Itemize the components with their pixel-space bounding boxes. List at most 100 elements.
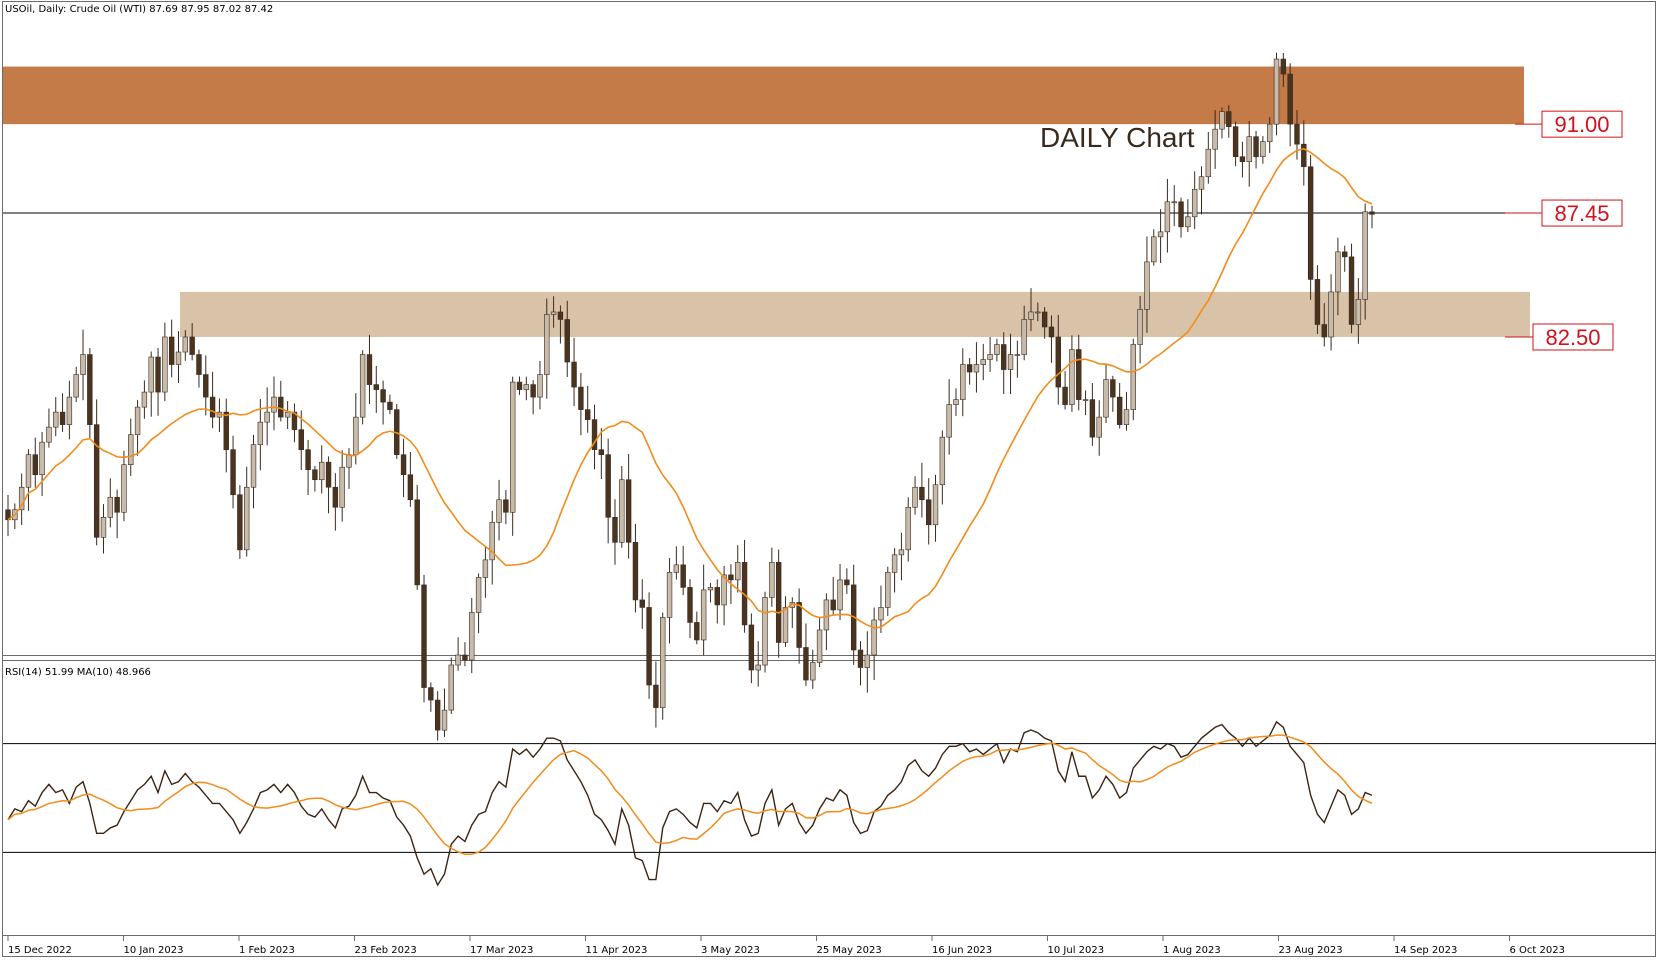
- candle-body: [516, 381, 523, 390]
- moving-average-line: [7, 147, 1373, 629]
- x-axis-tick-label: 10 Jul 2023: [1048, 945, 1105, 956]
- candle-body: [284, 411, 291, 418]
- candle-body: [319, 461, 325, 481]
- candle-body: [271, 396, 277, 413]
- candle-body: [155, 356, 161, 393]
- rsi-line: [7, 720, 1373, 887]
- candle-body: [1096, 416, 1102, 438]
- candle-body: [1355, 299, 1362, 325]
- candle-body: [891, 554, 898, 573]
- x-axis-tick-label: 3 May 2023: [701, 945, 760, 956]
- candle-body: [550, 311, 557, 315]
- candle-body: [973, 364, 980, 373]
- candle-body: [1321, 324, 1327, 338]
- rsi-indicator-header: RSI(14) 51.99 MA(10) 48.966: [5, 667, 151, 678]
- candle-body: [584, 409, 591, 420]
- candle-body: [298, 429, 304, 450]
- candle-body: [878, 607, 884, 621]
- candle-body: [1076, 349, 1082, 400]
- x-axis: 15 Dec 2022 10 Jan 2023 1 Feb 2023 23 Feb 2…: [7, 935, 1565, 956]
- candle-body: [1035, 311, 1041, 314]
- candle-body: [1089, 399, 1096, 438]
- candle-body: [953, 399, 959, 405]
- candle-body: [1048, 326, 1055, 338]
- candle-body: [366, 354, 373, 385]
- candle-body: [1219, 111, 1225, 130]
- candle-body: [250, 444, 257, 488]
- candle-body: [134, 406, 141, 435]
- candle-body: [544, 314, 550, 375]
- candle-body: [407, 474, 414, 501]
- rsi-ma-line: [7, 734, 1373, 856]
- candle-body: [1144, 261, 1150, 310]
- candle-body: [53, 411, 59, 428]
- level-82-50-label-box: [1532, 323, 1614, 351]
- candle-body: [223, 411, 229, 450]
- candle-body: [598, 449, 605, 455]
- candle-body: [1116, 396, 1123, 425]
- zones-layer: [3, 66, 1530, 337]
- candle-body: [1362, 211, 1368, 300]
- candle-body: [1178, 201, 1184, 228]
- candle-body: [625, 479, 632, 543]
- candle-body: [632, 542, 639, 601]
- x-axis-tick-label: 23 Aug 2023: [1279, 945, 1343, 956]
- candle-body: [59, 411, 66, 425]
- candle-body: [107, 496, 114, 518]
- candle-body: [1260, 141, 1266, 158]
- candle-body: [496, 499, 502, 523]
- x-axis-tick-label: 1 Feb 2023: [239, 945, 295, 956]
- candle-body: [387, 401, 393, 410]
- candle-body: [1130, 344, 1137, 410]
- candle-body: [1062, 386, 1068, 405]
- candle-body: [482, 559, 489, 578]
- candle-body: [414, 499, 420, 586]
- candle-body: [1287, 73, 1293, 125]
- candle-body: [168, 336, 175, 365]
- candle-body: [1212, 128, 1218, 150]
- x-axis-tick-label: 16 Jun 2023: [932, 945, 992, 956]
- candle-body: [591, 419, 598, 450]
- candle-body: [796, 602, 802, 648]
- candle-body: [87, 354, 93, 425]
- candle-body: [121, 464, 127, 513]
- candle-body: [1110, 379, 1116, 398]
- candle-body: [1239, 156, 1246, 163]
- candle-body: [564, 319, 570, 363]
- candle-body: [1137, 309, 1143, 345]
- candle-body: [148, 356, 154, 393]
- candle-body: [1273, 58, 1280, 125]
- candle-body: [18, 486, 25, 511]
- candle-body: [39, 441, 45, 476]
- candle-body: [1280, 58, 1287, 75]
- candle-body: [114, 496, 120, 513]
- candle-body: [189, 336, 195, 355]
- candle-body: [448, 664, 454, 711]
- x-axis-tick-label: 23 Feb 2023: [355, 945, 417, 956]
- candle-body: [714, 587, 720, 606]
- candle-body: [694, 622, 700, 641]
- candle-body: [455, 654, 461, 666]
- candle-body: [994, 344, 1000, 355]
- candle-body: [619, 479, 625, 543]
- candle-body: [735, 562, 741, 581]
- candle-body: [687, 587, 693, 623]
- candle-body: [898, 549, 905, 556]
- x-axis-tick-label: 15 Dec 2022: [8, 945, 72, 956]
- candle-body: [987, 354, 993, 360]
- candle-body: [912, 486, 918, 508]
- candle-body: [823, 599, 830, 631]
- candle-body: [1055, 336, 1061, 388]
- candle-body: [325, 461, 332, 488]
- candle-body: [707, 587, 714, 591]
- candle-body: [1267, 123, 1273, 142]
- candle-body: [612, 516, 618, 543]
- candle-body: [475, 577, 482, 613]
- candle-body: [844, 579, 850, 586]
- candles-layer: [5, 52, 1375, 741]
- candle-body: [469, 612, 475, 661]
- candle-body: [1301, 143, 1307, 168]
- candle-body: [25, 454, 32, 488]
- candle-body: [1314, 279, 1321, 325]
- candle-body: [885, 572, 891, 608]
